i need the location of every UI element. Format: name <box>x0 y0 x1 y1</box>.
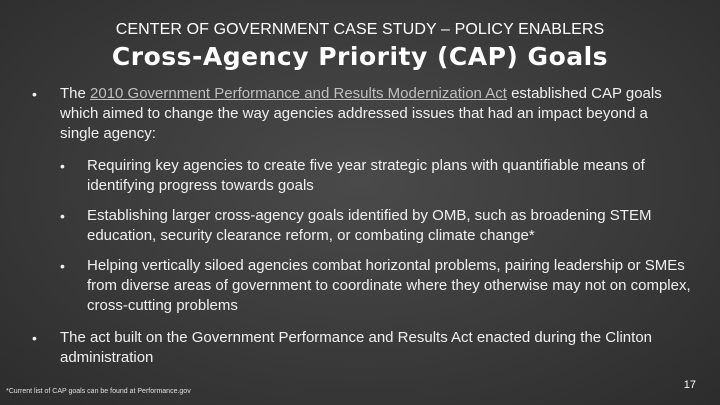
act-link[interactable]: 2010 Government Performance and Results … <box>90 85 507 102</box>
slide-kicker: CENTER OF GOVERNMENT CASE STUDY – POLICY… <box>115 21 605 38</box>
sub-bullet-marker: • <box>60 208 65 224</box>
bullet-prefix: The <box>60 85 91 102</box>
bullet-item: • The 2010 Government Performance and Re… <box>0 84 720 144</box>
sub-bullet-text: Helping vertically siloed agencies comba… <box>87 257 691 314</box>
sub-bullet-text: Establishing larger cross-agency goals i… <box>87 207 652 244</box>
bullet-marker: • <box>32 330 37 346</box>
footnote: *Current list of CAP goals can be found … <box>6 388 191 395</box>
sub-bullet-item: • Establishing larger cross-agency goals… <box>0 206 720 246</box>
sub-bullet-marker: • <box>60 158 65 174</box>
bullet-text: The 2010 Government Performance and Resu… <box>60 84 690 144</box>
slide-body: • The 2010 Government Performance and Re… <box>0 84 720 368</box>
bullet-marker: • <box>32 86 37 102</box>
sub-bullet-marker: • <box>60 258 65 274</box>
sub-bullet-item: • Helping vertically siloed agencies com… <box>0 256 720 316</box>
sub-bullet-text: Requiring key agencies to create five ye… <box>87 157 645 194</box>
page-number: 17 <box>683 379 696 391</box>
bullet-text: The act built on the Government Performa… <box>60 329 653 366</box>
sub-bullet-item: • Requiring key agencies to create five … <box>0 156 720 196</box>
bullet-item: • The act built on the Government Perfor… <box>0 328 720 368</box>
slide-title: Cross-Agency Priority (CAP) Goals <box>111 42 609 71</box>
bullet-suffix: established CAP goals which aimed to cha… <box>60 85 662 142</box>
